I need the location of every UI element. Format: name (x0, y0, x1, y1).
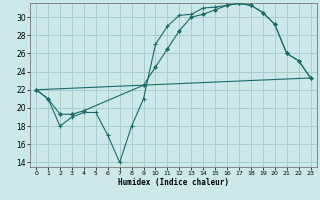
X-axis label: Humidex (Indice chaleur): Humidex (Indice chaleur) (118, 178, 229, 187)
